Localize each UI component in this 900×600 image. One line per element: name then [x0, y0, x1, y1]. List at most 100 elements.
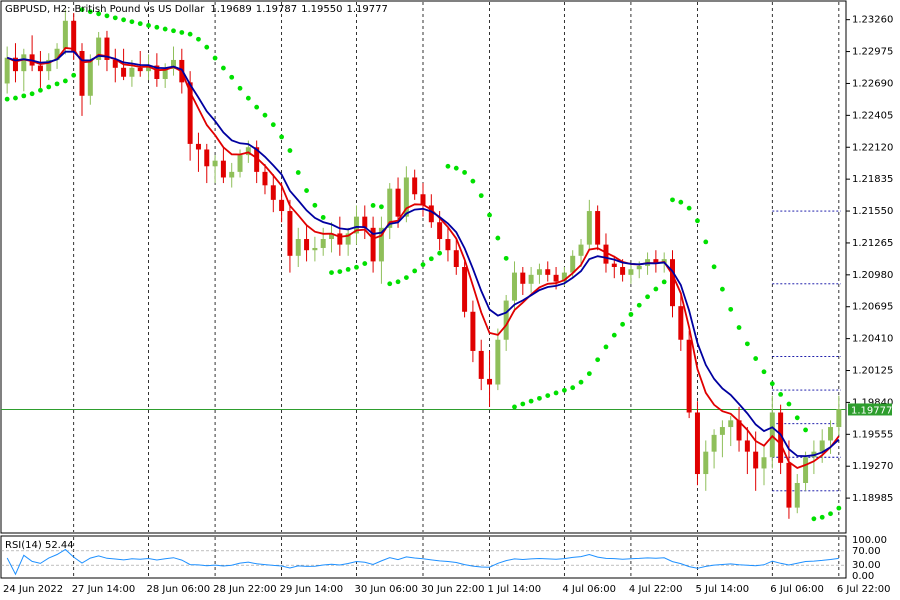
candle-body — [794, 482, 800, 508]
candle-body — [254, 147, 260, 172]
sar-dot — [686, 205, 692, 211]
sar-dot — [262, 112, 268, 118]
candle-body — [595, 211, 601, 245]
price-tick-label: 1.20695 — [852, 302, 893, 313]
candle-body — [279, 199, 285, 212]
price-tick-label: 1.20410 — [852, 334, 893, 345]
sar-dot — [137, 21, 143, 27]
sar-dot — [736, 325, 742, 330]
candle-body — [611, 263, 617, 267]
candle-body — [445, 239, 451, 251]
sar-dot — [54, 81, 60, 87]
sar-dot — [470, 178, 476, 184]
sar-dot — [537, 395, 542, 401]
sar-dot — [828, 511, 833, 517]
sar-dot — [154, 24, 160, 30]
sar-dot — [645, 294, 650, 300]
candle-body — [719, 427, 725, 435]
candle-body — [104, 37, 110, 60]
sar-dot — [220, 65, 226, 71]
candle-body — [62, 20, 68, 49]
candle-body — [187, 82, 193, 144]
moving-averages — [6, 47, 840, 470]
candle-body — [162, 68, 168, 79]
sar-dot — [345, 266, 351, 272]
price-tick-label: 1.19840 — [852, 397, 893, 408]
symbol: GBPUSD — [5, 4, 47, 15]
candle-body — [112, 59, 118, 68]
candle-body — [395, 188, 401, 217]
sar-dot — [329, 270, 334, 275]
price-tick-label: 1.20980 — [852, 270, 893, 281]
sar-dot — [13, 95, 18, 101]
candle-body — [628, 269, 634, 275]
candle-body — [586, 211, 592, 245]
price-tick-label: 1.23260 — [852, 15, 893, 26]
candle-body — [503, 300, 509, 340]
candle-body — [578, 244, 584, 256]
sar-dot — [420, 262, 426, 268]
sar-dot — [270, 122, 276, 128]
candle-body — [295, 239, 301, 256]
sar-dot — [578, 379, 584, 385]
candle-body — [4, 57, 10, 84]
time-tick-label: 29 Jun 14:00 — [280, 584, 344, 595]
candle-body — [87, 59, 93, 96]
sar-dot — [337, 269, 343, 274]
candle-body — [245, 147, 251, 156]
sar-dot — [670, 197, 675, 203]
time-tick-label: 30 Jun 22:00 — [421, 584, 485, 595]
sar-dot — [695, 218, 700, 224]
candle-body — [12, 57, 18, 72]
sar-dot — [611, 332, 617, 338]
sar-dot — [187, 31, 193, 37]
timeframe: H2 — [53, 4, 67, 15]
time-tick-label: 24 Jun 2022 — [3, 584, 63, 595]
candle-body — [520, 272, 526, 284]
candle-body — [220, 160, 226, 178]
sar-dot — [354, 264, 359, 270]
candle-body — [320, 239, 326, 248]
sar-dot — [753, 356, 759, 361]
sar-dot — [320, 215, 326, 220]
candle-body — [470, 311, 476, 351]
sar-dot — [761, 369, 767, 375]
candle-body — [736, 420, 742, 441]
sar-dot — [46, 84, 52, 90]
rsi-frame — [0, 535, 847, 579]
sar-dot — [570, 385, 576, 391]
sar-dot — [370, 203, 376, 208]
price-tick-label: 1.19270 — [852, 461, 893, 472]
sar-dot — [453, 165, 459, 171]
sar-dot — [146, 23, 151, 28]
candle-body — [329, 233, 335, 240]
sar-dot — [129, 19, 135, 25]
candle-body — [561, 272, 567, 282]
candle-body — [670, 259, 675, 307]
sar-dot — [561, 387, 567, 393]
sar-dot — [196, 36, 201, 42]
sar-dot — [603, 344, 609, 350]
time-tick-label: 30 Jun 06:00 — [354, 584, 418, 595]
sar-dot — [96, 11, 102, 17]
rsi-tick-label: 100.00 — [852, 535, 887, 546]
candle-body — [453, 250, 459, 267]
candle-body — [437, 222, 443, 240]
sar-dot — [803, 427, 808, 433]
sar-dot — [769, 381, 775, 387]
sar-dot — [71, 72, 77, 78]
candle-body — [511, 272, 517, 301]
candle-body — [353, 216, 359, 234]
sar-dot — [87, 9, 93, 15]
sar-dot — [379, 204, 384, 210]
candle-body — [129, 67, 135, 77]
price-tick-label: 1.22120 — [852, 142, 893, 153]
title-close: 1.19777 — [346, 4, 387, 15]
ma-fast-line — [6, 47, 840, 470]
sar-dot — [520, 401, 526, 407]
time-tick-label: 28 Jun 06:00 — [147, 584, 211, 595]
candle-body — [711, 434, 717, 452]
candle-body — [528, 274, 534, 284]
